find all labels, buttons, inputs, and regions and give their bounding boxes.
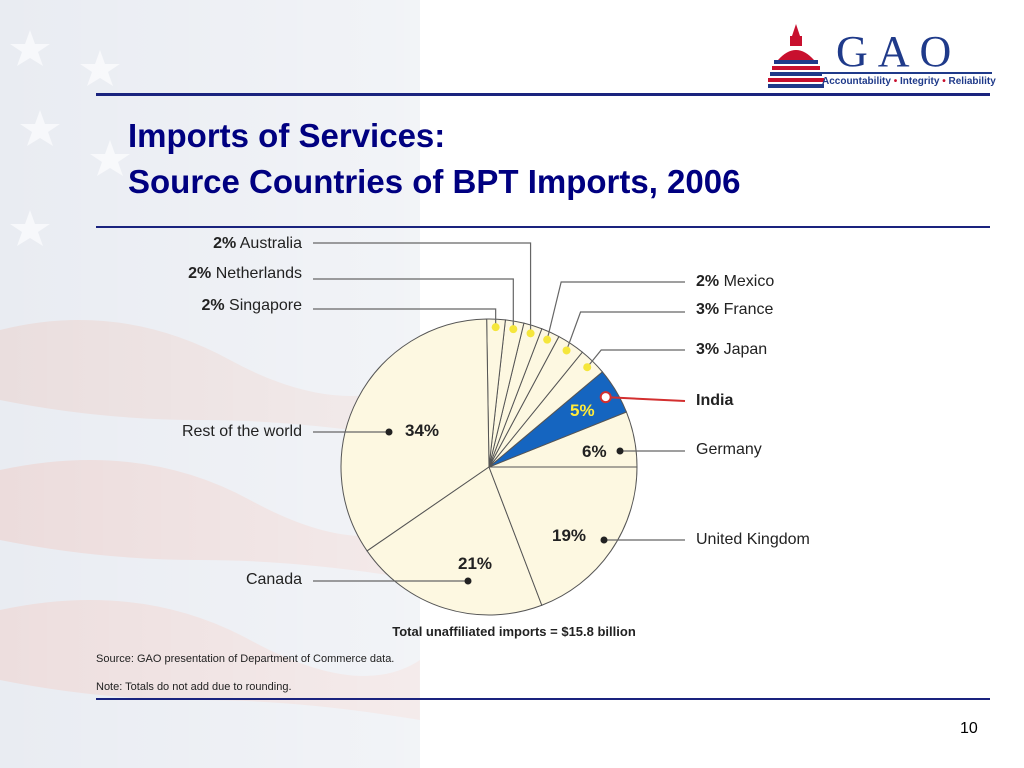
leader-singapore — [313, 308, 497, 328]
slide-title: Imports of Services: Source Countries of… — [128, 117, 741, 200]
title-rule — [96, 226, 990, 228]
header-rule — [96, 93, 990, 96]
name-germany: Germany — [696, 441, 762, 458]
page-number: 10 — [960, 720, 978, 737]
rounding-note: Note: Totals do not add due to rounding. — [96, 681, 292, 693]
name-rest-of-the-world: Rest of the world — [182, 423, 302, 440]
marker-netherlands — [509, 325, 518, 334]
label-australia: 2% Australia — [213, 235, 302, 252]
leader-japan — [586, 349, 685, 368]
logo-wordmark: GAO — [836, 27, 962, 76]
logo-tagline: Accountability • Integrity • Reliability — [822, 76, 996, 87]
pct-united-kingdom: 19% — [552, 526, 586, 545]
leader-australia — [313, 242, 532, 334]
gao-logo — [768, 24, 992, 88]
marker-canada — [464, 577, 472, 585]
pct-rest-of-the-world: 34% — [405, 421, 439, 440]
pct-india: 5% — [570, 401, 595, 420]
footer-rule — [96, 698, 990, 700]
name-india: India — [696, 392, 733, 409]
marker-australia — [526, 329, 535, 338]
label-mexico: 2% Mexico — [696, 273, 774, 290]
leader-india — [605, 396, 686, 402]
marker-mexico — [543, 335, 552, 344]
label-singapore: 2% Singapore — [201, 297, 302, 314]
source-note: Source: GAO presentation of Department o… — [96, 653, 394, 665]
marker-singapore — [491, 323, 500, 332]
leader-netherlands — [313, 278, 514, 330]
leader-mexico — [546, 281, 685, 340]
pct-canada: 21% — [458, 554, 492, 573]
label-japan: 3% Japan — [696, 341, 767, 358]
capitol-dome-icon — [768, 24, 824, 88]
leader-france — [565, 311, 685, 351]
marker-japan — [583, 363, 592, 372]
slice-rest-of-the-world — [340, 318, 490, 552]
pct-germany: 6% — [582, 442, 607, 461]
slice-canada — [366, 466, 543, 616]
name-united-kingdom: United Kingdom — [696, 531, 810, 548]
slice-united-kingdom — [488, 466, 638, 606]
total-label: Total unaffiliated imports = $15.8 billi… — [392, 624, 636, 639]
label-netherlands: 2% Netherlands — [188, 265, 302, 282]
marker-india — [599, 391, 612, 404]
marker-france — [562, 346, 571, 355]
marker-rest-of-the-world — [385, 428, 393, 436]
marker-germany — [616, 447, 624, 455]
label-france: 3% France — [696, 301, 773, 318]
marker-united-kingdom — [600, 536, 608, 544]
name-canada: Canada — [246, 571, 302, 588]
